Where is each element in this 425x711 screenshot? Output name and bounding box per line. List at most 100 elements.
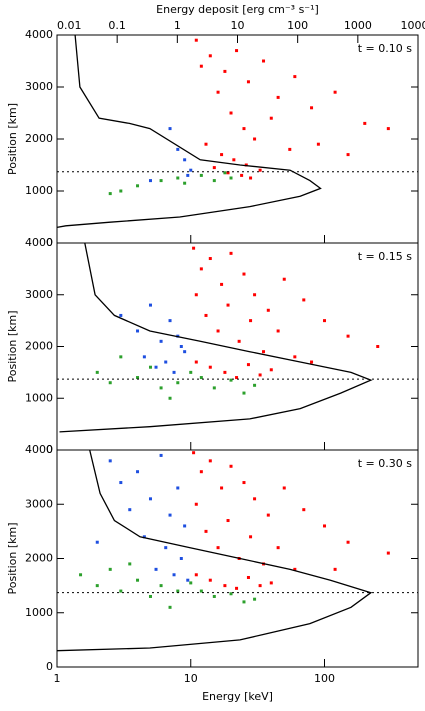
point (229, 251, 233, 255)
y-tick-label: 4000 (25, 443, 53, 456)
point (346, 540, 350, 544)
point (159, 584, 163, 588)
x-axis-label: Energy [keV] (202, 690, 273, 703)
x2-tick-label: 0.1 (108, 19, 126, 32)
point (142, 355, 146, 359)
y-tick-label: 2000 (25, 132, 53, 145)
point (249, 176, 253, 180)
point (186, 173, 190, 177)
point (249, 535, 253, 539)
y-axis-label: Position [km] (6, 103, 19, 175)
point (208, 365, 212, 369)
point (176, 589, 180, 593)
point (199, 376, 203, 380)
point (220, 282, 224, 286)
point (269, 581, 273, 585)
y-tick-label: 2000 (25, 340, 53, 353)
point (269, 116, 273, 120)
point (189, 168, 193, 172)
point (183, 350, 187, 354)
point (229, 592, 233, 596)
point (154, 567, 158, 571)
point (223, 584, 227, 588)
point (269, 368, 273, 372)
x2-tick-label: 100 (287, 19, 308, 32)
point (148, 365, 152, 369)
point (159, 339, 163, 343)
annotation: t = 0.10 s (358, 42, 413, 55)
y-tick-label: 1000 (25, 184, 53, 197)
point (176, 486, 180, 490)
point (194, 38, 198, 42)
point (119, 481, 123, 485)
point (212, 166, 216, 170)
point (302, 508, 306, 512)
point (212, 594, 216, 598)
point (204, 529, 208, 533)
point (168, 319, 172, 323)
point (229, 464, 233, 468)
point (194, 360, 198, 364)
point (282, 486, 286, 490)
point (249, 319, 253, 323)
point (246, 363, 250, 367)
point (119, 189, 123, 193)
point (183, 181, 187, 185)
x-tick-label: 1 (54, 672, 61, 685)
point (323, 319, 327, 323)
point (310, 106, 314, 110)
point (119, 313, 123, 317)
y-tick-label: 1000 (25, 606, 53, 619)
point (192, 451, 196, 455)
point (194, 573, 198, 577)
point (168, 127, 172, 131)
point (148, 594, 152, 598)
point (168, 513, 172, 517)
point (199, 173, 203, 177)
point (148, 179, 152, 183)
point (95, 540, 99, 544)
energy-deposit-curve (56, 449, 373, 652)
point (95, 370, 99, 374)
point (199, 470, 203, 474)
point (223, 69, 227, 73)
point (199, 589, 203, 593)
point (310, 360, 314, 364)
point (154, 365, 158, 369)
point (108, 381, 112, 385)
point (176, 381, 180, 385)
point (220, 153, 224, 157)
point (253, 137, 257, 141)
point (323, 524, 327, 528)
y-tick-label: 3000 (25, 288, 53, 301)
point (216, 329, 220, 333)
point (258, 584, 262, 588)
point (148, 497, 152, 501)
point (136, 470, 140, 474)
point (229, 111, 233, 115)
point (159, 386, 163, 390)
point (316, 142, 320, 146)
point (176, 147, 180, 151)
plot-frame (56, 449, 419, 668)
y-tick-label: 2000 (25, 552, 53, 565)
y-tick-label: 1000 (25, 391, 53, 404)
point (253, 497, 257, 501)
annotation: t = 0.30 s (358, 457, 413, 470)
point (346, 153, 350, 157)
point (172, 370, 176, 374)
point (246, 575, 250, 579)
point (79, 573, 83, 577)
point (253, 597, 257, 601)
point (235, 49, 239, 53)
point (266, 513, 270, 517)
point (293, 567, 297, 571)
point (208, 578, 212, 582)
point (119, 589, 123, 593)
point (159, 453, 163, 457)
point (179, 557, 183, 560)
point (346, 334, 350, 338)
point (216, 546, 220, 550)
point (164, 360, 168, 364)
